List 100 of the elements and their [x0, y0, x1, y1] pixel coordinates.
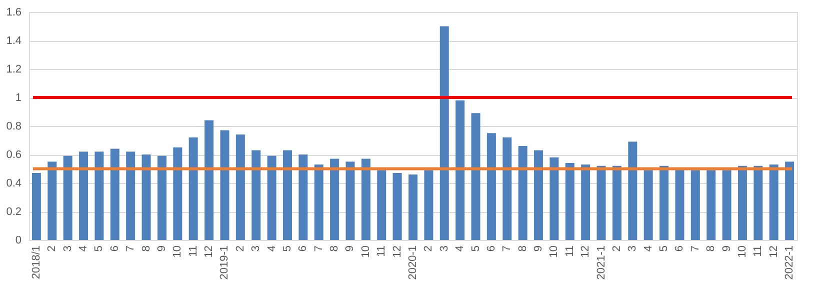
- x-tick-label: 8: [516, 246, 529, 252]
- bar: [534, 150, 544, 240]
- bar: [126, 152, 136, 240]
- x-tick-label: 10: [360, 246, 372, 258]
- x-tick-label: 2022-1: [784, 246, 796, 280]
- y-tick-label: 0: [15, 234, 22, 246]
- y-tick-label: 0.6: [6, 149, 22, 161]
- x-tick-label: 5: [658, 246, 670, 252]
- bar: [675, 168, 684, 240]
- x-tick-label: 12: [203, 246, 216, 258]
- bar: [581, 164, 590, 240]
- bar: [565, 163, 574, 240]
- y-tick-label: 0.8: [6, 120, 22, 132]
- bar: [94, 152, 104, 240]
- x-tick-label: 4: [454, 246, 466, 252]
- x-tick-label: 12: [391, 246, 404, 258]
- bar: [722, 170, 732, 240]
- bar: [48, 162, 57, 240]
- bar: [408, 174, 418, 240]
- bar: [486, 133, 496, 240]
- y-tick-label: 1.4: [6, 35, 22, 47]
- x-tick-label: 6: [674, 246, 686, 252]
- x-tick-label: 2: [422, 246, 435, 252]
- x-tick-label: 10: [172, 246, 184, 258]
- x-tick-label: 7: [501, 246, 514, 252]
- bar: [754, 166, 763, 240]
- bar: [644, 170, 653, 240]
- bar: [769, 164, 778, 240]
- x-tick-label: 9: [344, 246, 356, 252]
- bar: [690, 170, 700, 240]
- x-tick-label: 2021-1: [595, 246, 608, 280]
- bar: [282, 150, 292, 240]
- bar: [628, 142, 638, 240]
- bar: [220, 130, 230, 240]
- bar: [204, 120, 214, 240]
- x-tick-label: 6: [297, 246, 310, 252]
- x-tick-label: 7: [312, 246, 325, 252]
- x-tick-label: 11: [376, 246, 388, 257]
- bar: [314, 164, 324, 240]
- x-tick-label: 4: [78, 246, 90, 252]
- x-tick-label: 4: [266, 246, 278, 252]
- x-tick-label: 2: [234, 246, 246, 252]
- bar: [330, 158, 340, 240]
- y-tick-label: 0.4: [6, 178, 22, 190]
- bar: [267, 156, 276, 240]
- bar: [550, 157, 559, 240]
- bar: [738, 166, 747, 240]
- bar: [173, 147, 182, 240]
- x-tick-label: 10: [548, 246, 560, 258]
- bar: [63, 156, 72, 240]
- bar: [660, 166, 669, 240]
- x-tick-label: 2019-1: [218, 246, 231, 280]
- x-tick-label: 11: [752, 246, 764, 257]
- x-tick-label: 4: [642, 246, 654, 252]
- y-tick-label: 1.6: [6, 6, 22, 18]
- bar: [424, 170, 434, 240]
- bar: [440, 26, 449, 240]
- bar: [785, 162, 794, 240]
- bar: [706, 170, 716, 240]
- x-tick-label: 12: [768, 246, 780, 258]
- x-tick-label: 6: [485, 246, 498, 252]
- bar: [32, 173, 41, 240]
- x-tick-label: 5: [470, 246, 482, 252]
- y-tick-label: 0.2: [6, 206, 22, 218]
- y-tick-label: 1: [15, 92, 22, 104]
- x-tick-label: 7: [689, 246, 702, 252]
- x-tick-label: 9: [720, 246, 733, 252]
- x-tick-label: 3: [250, 246, 262, 252]
- x-tick-label: 2: [610, 246, 623, 252]
- bar: [346, 162, 355, 240]
- bar: [157, 156, 166, 240]
- x-tick-label: 7: [124, 246, 137, 252]
- bar: [392, 173, 402, 240]
- bar: [377, 170, 386, 240]
- bar: [252, 150, 261, 240]
- y-tick-label: 1.2: [6, 64, 22, 76]
- bar: [456, 100, 465, 240]
- x-tick-label: 2020-1: [407, 246, 419, 280]
- x-tick-label: 3: [626, 246, 639, 252]
- bar: [471, 113, 480, 240]
- x-tick-label: 9: [156, 246, 168, 252]
- x-tick-label: 11: [564, 246, 576, 257]
- bar: [612, 166, 622, 240]
- x-tick-label: 8: [705, 246, 718, 252]
- bar: [79, 152, 88, 240]
- bar: [236, 134, 245, 240]
- x-tick-label: 10: [736, 246, 748, 258]
- x-tick-label: 2: [46, 246, 58, 252]
- bar: [518, 146, 528, 240]
- x-tick-label: 12: [580, 246, 592, 258]
- bar: [188, 137, 198, 240]
- bar: [361, 158, 370, 240]
- x-tick-label: 11: [187, 246, 200, 257]
- x-tick-label: 3: [438, 246, 450, 252]
- x-tick-label: 9: [532, 246, 545, 252]
- x-tick-label: 3: [62, 246, 74, 252]
- x-tick-label: 8: [140, 246, 152, 252]
- x-tick-label: 5: [93, 246, 106, 252]
- bar: [502, 137, 512, 240]
- x-tick-label: 2018/1: [30, 246, 42, 280]
